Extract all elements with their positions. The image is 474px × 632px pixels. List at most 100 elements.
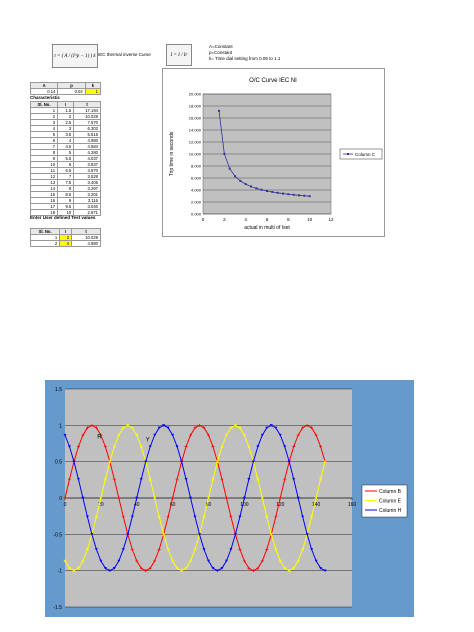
table-cell[interactable]: 10 <box>57 209 75 216</box>
table-cell[interactable]: 4.980 <box>71 240 101 247</box>
data-point <box>121 548 125 551</box>
data-point <box>126 533 130 536</box>
data-point <box>256 477 260 481</box>
data-point <box>193 426 197 430</box>
data-point <box>247 445 251 449</box>
data-point <box>130 426 134 430</box>
x-tick-label: 10 <box>307 217 313 222</box>
data-point <box>157 547 161 551</box>
data-point <box>314 433 318 437</box>
data-point <box>271 190 274 193</box>
data-point <box>238 547 242 551</box>
data-point <box>256 445 260 449</box>
data-point <box>301 547 305 551</box>
data-point <box>184 566 188 570</box>
legend-box <box>339 148 383 160</box>
data-point <box>112 477 116 481</box>
value-p[interactable]: 0.02 <box>57 88 86 95</box>
data-point <box>148 445 152 449</box>
data-point <box>229 548 233 551</box>
inverse-curve-label: IEC thermal inverse Curve <box>98 52 151 57</box>
characteristic-table: Sl. No. I t 1 1.5 17.194 2 2 10.029 3 2.5 7.570 4… <box>29 101 101 216</box>
data-point <box>198 533 202 536</box>
data-point <box>278 496 282 500</box>
value-k[interactable]: 1 <box>84 88 102 95</box>
y-tick-label: 8.000 <box>191 164 202 169</box>
data-point <box>314 559 318 563</box>
data-point <box>319 566 323 570</box>
table-cell[interactable]: 2.971 <box>73 209 101 216</box>
constant-p-note: p=Constant <box>209 50 233 55</box>
data-point <box>202 426 206 430</box>
data-point <box>166 515 170 519</box>
table-cell[interactable]: 2 <box>29 240 61 247</box>
data-point <box>94 548 98 551</box>
value-a[interactable]: 0.14 <box>29 88 59 95</box>
data-point <box>67 445 71 449</box>
data-point <box>265 515 269 519</box>
data-point <box>103 477 107 481</box>
inverse-formula-text: t = ( A / (I^p − 1) ) k <box>54 53 96 59</box>
data-point <box>233 533 237 536</box>
y-axis-label: Trip time in seconds <box>169 131 175 176</box>
data-point <box>266 189 268 192</box>
data-point <box>276 191 279 194</box>
data-point <box>242 559 246 563</box>
user-rows: 1 2 10.029 2 4 4.980 <box>29 234 101 247</box>
data-point <box>296 559 300 563</box>
legend: Column B Column E Column H <box>361 484 408 518</box>
data-point <box>283 477 287 481</box>
x-tick-label: 12 <box>328 217 334 222</box>
data-point <box>171 496 175 500</box>
data-point <box>90 423 94 427</box>
data-point <box>121 426 125 430</box>
data-point <box>287 460 291 464</box>
data-point <box>296 496 300 500</box>
data-point <box>283 566 287 570</box>
data-point <box>112 445 116 449</box>
data-point <box>175 477 179 481</box>
y-tick-label: 1.5 <box>55 387 62 393</box>
legend-marker <box>347 153 349 155</box>
data-point <box>238 426 242 430</box>
data-point <box>94 515 98 519</box>
data-point <box>239 179 242 182</box>
data-point <box>310 426 314 430</box>
y-tick-label: -1.5 <box>53 605 62 611</box>
y-tick-label: 12.000 <box>189 140 202 145</box>
x-tick-label: 120 <box>276 502 285 508</box>
data-point <box>148 566 152 570</box>
data-point <box>189 559 193 563</box>
data-point <box>242 496 246 500</box>
data-point <box>99 496 103 500</box>
data-point <box>157 426 161 430</box>
x-tick-label: 160 <box>348 502 357 508</box>
data-point <box>244 183 247 186</box>
data-point <box>148 477 152 481</box>
data-point <box>81 559 85 563</box>
data-point <box>215 569 219 573</box>
y-tick-label: 4.000 <box>191 188 202 193</box>
x-tick-label: 100 <box>240 502 249 508</box>
y-tick-label: 6.000 <box>191 176 202 181</box>
data-point <box>251 460 255 464</box>
data-point <box>247 477 251 481</box>
table-cell[interactable]: 4 <box>59 240 73 247</box>
data-point <box>193 515 197 519</box>
data-point <box>228 167 231 170</box>
data-point <box>274 547 278 551</box>
three-phase-svg: -1.5 -1 -0.5 0 0.5 1 1.5 0 20 40 60 80 100 120 140 160 R… <box>53 387 408 611</box>
annotation-label: Y <box>146 437 150 443</box>
data-point <box>220 566 224 570</box>
current-ratio-text: I = I / Ir <box>170 52 188 58</box>
user-values-table: Sl. No. I t 1 2 10.029 2 4 4.980 <box>29 228 101 247</box>
user-values-label: Enter User defined Test values <box>30 215 96 220</box>
x-tick-label: 80 <box>206 502 212 508</box>
data-point <box>278 559 282 563</box>
data-point <box>256 566 260 570</box>
data-point <box>234 175 236 178</box>
legend: Column C <box>339 148 383 160</box>
data-point <box>292 193 295 196</box>
data-point <box>238 515 242 519</box>
data-point <box>224 433 228 437</box>
